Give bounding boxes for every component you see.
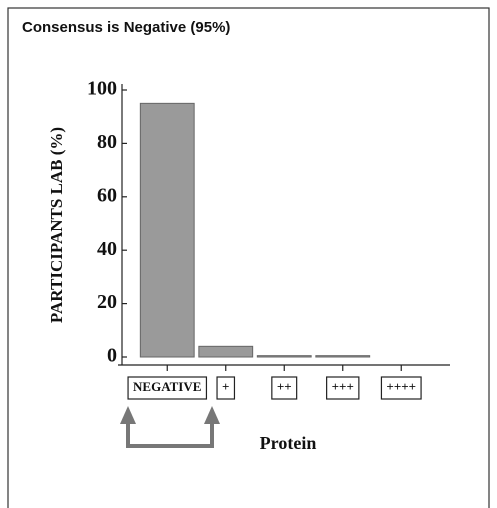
bar [139,102,195,358]
x-tick-label-box [127,376,208,400]
y-tick-label: 60 [97,184,117,206]
x-tick-label-box [380,376,422,400]
bar [315,355,371,358]
x-tick-label-box [216,376,236,400]
x-tick-label-box [271,376,298,400]
y-tick-label: 100 [87,78,117,100]
bar [256,355,312,358]
x-tick-label-box [326,376,360,400]
y-axis-label: PARTICIPANTS LAB (%) [47,127,66,323]
bracket-arrow [120,406,220,448]
chart-title: Consensus is Negative (95%) [22,19,230,36]
bar [198,345,254,358]
x-tick-label: ++ [277,379,292,394]
x-tick-label: + [222,379,229,394]
y-tick-label: 20 [97,291,117,313]
x-tick-label: ++++ [386,379,416,394]
y-tick-label: 0 [107,345,117,367]
x-tick-label: NEGATIVE [133,379,201,394]
frame [7,7,490,508]
y-tick-label: 40 [97,238,117,260]
y-tick-label: 80 [97,131,117,153]
x-tick-label: +++ [332,379,354,394]
x-axis-label: Protein [260,433,317,453]
